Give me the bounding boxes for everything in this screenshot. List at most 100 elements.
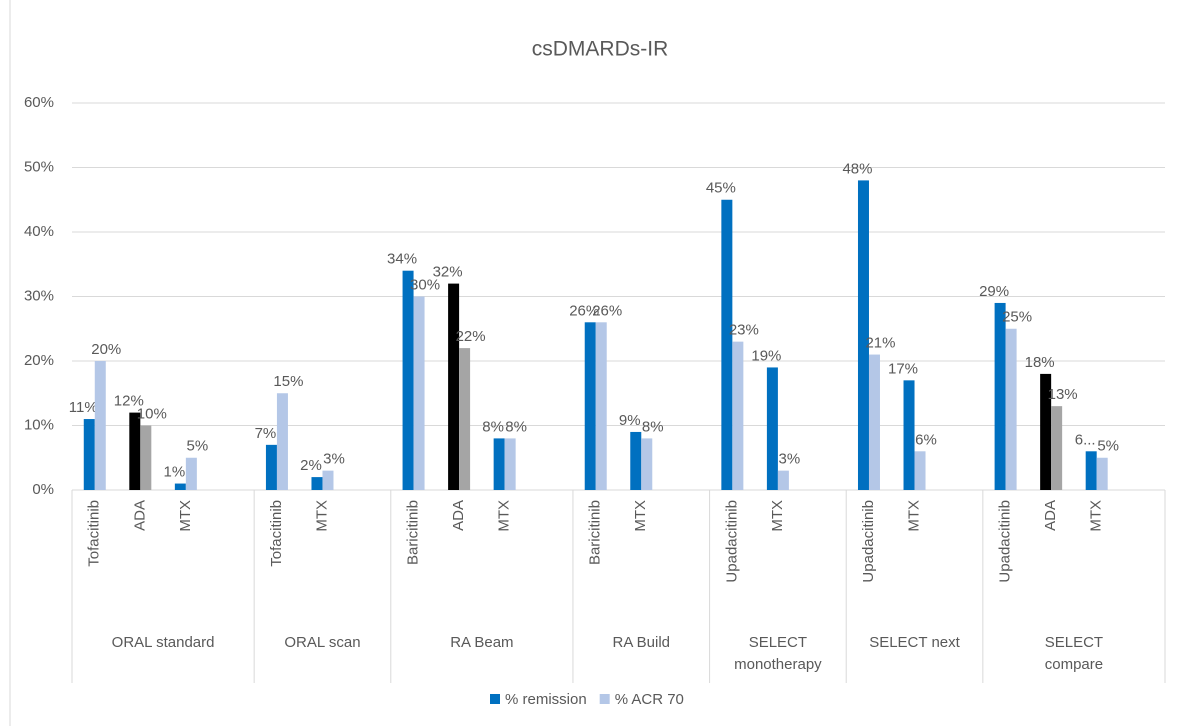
data-label: 8% <box>505 418 527 435</box>
x-tick-label: ADA <box>450 500 467 531</box>
x-tick-label: Tofacitinib <box>268 500 285 567</box>
bar <box>1040 373 1052 490</box>
group-label: SELECT next <box>869 634 960 651</box>
group-label-line: ORAL standard <box>112 634 215 651</box>
data-label: 30% <box>410 276 440 293</box>
x-tick-label: ADA <box>131 500 148 531</box>
data-label: 22% <box>456 328 486 345</box>
bar <box>766 367 778 490</box>
group-label-line: compare <box>1045 656 1103 673</box>
bar <box>584 322 596 490</box>
x-tick-label: MTX <box>905 500 922 532</box>
data-label: 48% <box>842 160 872 177</box>
data-label: 25% <box>1002 309 1032 326</box>
data-label: 17% <box>888 360 918 377</box>
group-label: RA Beam <box>450 634 513 651</box>
data-label: 19% <box>751 347 781 364</box>
group-label-line: RA Beam <box>450 634 513 651</box>
chart-title: csDMARDs-IR <box>532 38 669 61</box>
bar <box>914 451 926 490</box>
legend-swatch <box>490 694 500 704</box>
group-label: ORAL scan <box>284 634 360 651</box>
data-label: 20% <box>91 341 121 358</box>
bar <box>129 412 141 490</box>
legend-swatch <box>599 694 610 704</box>
data-label: 45% <box>706 180 736 197</box>
bar <box>504 438 516 490</box>
y-tick-label: 20% <box>24 352 54 369</box>
data-label: 10% <box>137 405 167 422</box>
data-label: 23% <box>729 322 759 339</box>
bar <box>174 483 186 490</box>
x-tick-label: Tofacitinib <box>86 500 103 567</box>
bar <box>868 354 880 490</box>
data-label: 29% <box>979 283 1009 300</box>
data-label: 34% <box>387 251 417 268</box>
bar <box>459 348 471 490</box>
bar <box>140 425 152 490</box>
y-tick-label: 40% <box>24 223 54 240</box>
x-tick-label: ADA <box>1042 500 1059 531</box>
x-tick-label: Upadacitinib <box>860 500 877 583</box>
bar <box>857 180 869 490</box>
x-tick-label: MTX <box>496 500 513 532</box>
group-label-line: SELECT next <box>869 634 960 651</box>
x-tick-label: MTX <box>1088 500 1105 532</box>
data-label: 5% <box>187 438 209 455</box>
x-tick-label: Upadacitinib <box>997 500 1014 583</box>
x-tick-label: Upadacitinib <box>723 500 740 583</box>
bar <box>903 380 915 490</box>
data-label: 13% <box>1048 386 1078 403</box>
bar <box>276 393 288 490</box>
data-label: 1% <box>164 464 186 481</box>
bar <box>265 444 277 490</box>
group-label: RA Build <box>612 634 670 651</box>
bar <box>994 302 1006 490</box>
data-label: 3% <box>779 451 801 468</box>
bar <box>1096 457 1108 490</box>
group-label-line: RA Build <box>612 634 670 651</box>
data-label: 12% <box>114 393 144 410</box>
bar <box>630 431 642 490</box>
group-label: SELECT compare <box>1045 634 1103 673</box>
group-label-line: ORAL scan <box>284 634 360 651</box>
legend-label: % ACR 70 <box>615 691 684 708</box>
bar <box>1085 451 1097 490</box>
data-label: 6% <box>915 431 937 448</box>
bar <box>185 457 197 490</box>
data-label: 15% <box>273 373 303 390</box>
bar <box>1051 406 1063 490</box>
data-label: 18% <box>1025 354 1055 371</box>
x-tick-label: MTX <box>632 500 649 532</box>
data-label: 7% <box>255 425 277 442</box>
data-label: 11% <box>69 399 98 416</box>
x-tick-label: MTX <box>313 500 330 532</box>
group-label-line: monotherapy <box>734 656 822 673</box>
data-label: 2% <box>300 457 322 474</box>
y-tick-label: 30% <box>24 287 54 304</box>
group-label: SELECT monotherapy <box>734 634 822 673</box>
bar <box>311 477 323 490</box>
bar <box>1005 328 1017 490</box>
bar <box>777 470 789 490</box>
data-label: 3% <box>323 451 345 468</box>
x-tick-label: Baricitinib <box>405 500 422 565</box>
bar <box>83 419 95 490</box>
y-tick-label: 0% <box>32 481 54 498</box>
bar <box>493 438 505 490</box>
data-label: 5% <box>1097 438 1119 455</box>
x-tick-label: MTX <box>177 500 194 532</box>
x-tick-label: MTX <box>769 500 786 532</box>
bar <box>94 361 106 490</box>
y-tick-label: 50% <box>24 158 54 175</box>
data-label: 8% <box>482 418 504 435</box>
bar <box>402 270 414 490</box>
bar <box>721 199 733 490</box>
group-label-line: SELECT <box>749 634 807 651</box>
data-label: 26% <box>569 302 599 319</box>
bar <box>732 341 744 490</box>
bar <box>641 438 653 490</box>
bar <box>595 322 607 490</box>
x-tick-label: Baricitinib <box>587 500 604 565</box>
